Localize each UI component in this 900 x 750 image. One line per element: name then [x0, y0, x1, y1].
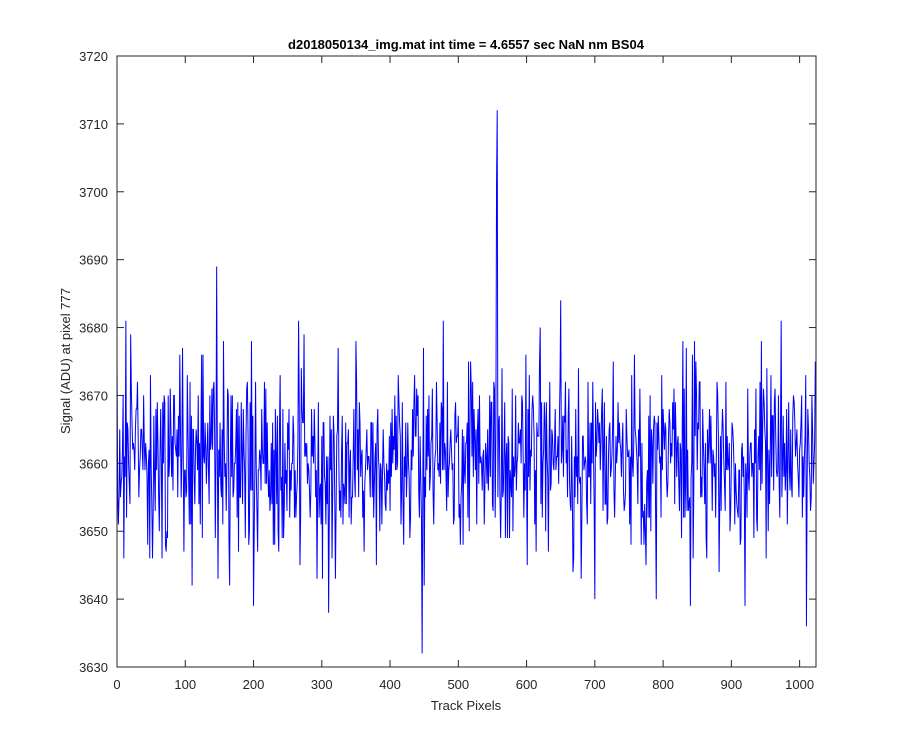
x-tick-label: 600 [516, 677, 538, 692]
y-tick-label: 3700 [79, 185, 108, 200]
y-tick-label: 3680 [79, 321, 108, 336]
x-tick-label: 500 [447, 677, 469, 692]
x-tick-label: 1000 [785, 677, 814, 692]
y-tick-label: 3710 [79, 117, 108, 132]
x-tick-label: 200 [243, 677, 265, 692]
tick-labels: 0 100 200 300 400 500 600 700 800 900 1000 3630 3640… [79, 49, 814, 692]
axes-box [116, 55, 817, 668]
x-axis-label: Track Pixels [431, 698, 502, 713]
x-tick-label: 0 [113, 677, 120, 692]
y-axis-label: Signal (ADU) at pixel 777 [58, 288, 73, 434]
x-tick-label: 100 [174, 677, 196, 692]
x-tick-label: 900 [721, 677, 743, 692]
y-tick-label: 3670 [79, 388, 108, 403]
y-tick-label: 3630 [79, 660, 108, 675]
x-tick-label: 800 [652, 677, 674, 692]
y-tick-label: 3690 [79, 253, 108, 268]
x-tick-label: 300 [311, 677, 333, 692]
y-tick-label: 3660 [79, 456, 108, 471]
x-tick-label: 700 [584, 677, 606, 692]
chart-title: d2018050134_img.mat int time = 4.6557 se… [288, 37, 645, 52]
series-line [116, 110, 816, 654]
plot-background [117, 56, 816, 667]
y-tick-label: 3640 [79, 592, 108, 607]
y-tick-label: 3650 [79, 524, 108, 539]
x-tick-label: 400 [379, 677, 401, 692]
y-tick-label: 3720 [79, 49, 108, 64]
